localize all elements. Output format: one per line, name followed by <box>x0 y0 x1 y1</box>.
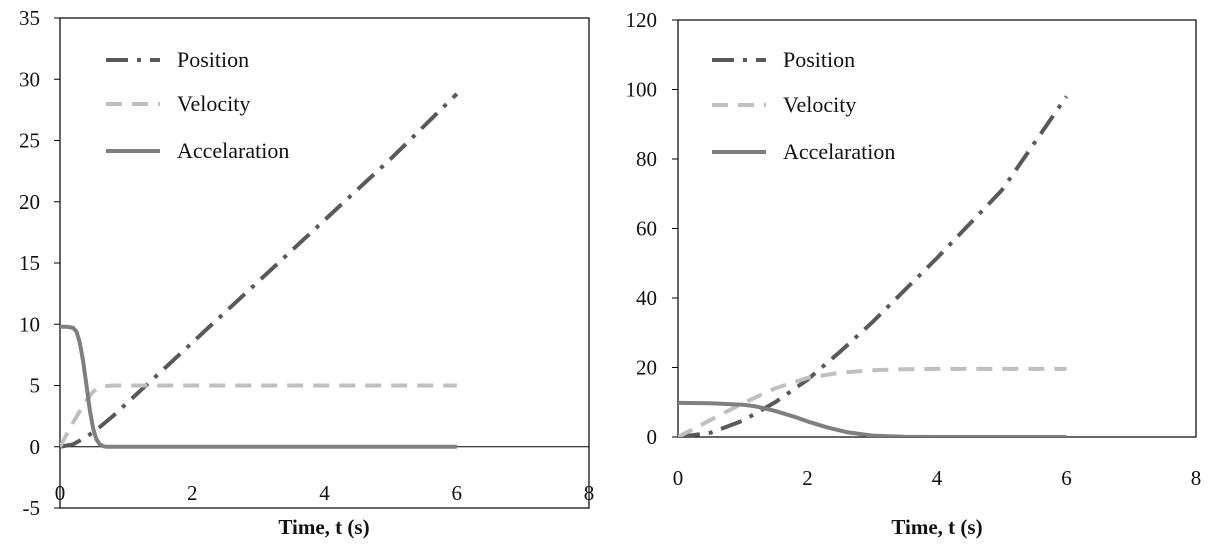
x-tick-label: 6 <box>452 481 463 505</box>
series-line-velocity <box>60 383 457 448</box>
y-tick-label: 20 <box>636 356 657 380</box>
series-line-accelaration <box>678 400 1067 437</box>
x-tick-label: 4 <box>319 481 330 505</box>
x-tick-label: 2 <box>802 466 813 490</box>
series-line-position <box>60 92 459 449</box>
x-tick-label: 8 <box>1191 466 1202 490</box>
y-tick-label: 10 <box>19 312 40 336</box>
x-ticks-right: 0 2 4 6 8 <box>673 466 1202 490</box>
legend-label-position-right: Position <box>783 47 855 72</box>
x-tick-label: 2 <box>187 481 198 505</box>
x-tick-label: 4 <box>932 466 943 490</box>
legend-label-velocity-right: Velocity <box>783 92 856 117</box>
y-ticks-right: 0 20 40 60 80 100 120 <box>626 8 678 449</box>
legend-label-acceleration-right: Accelaration <box>783 139 895 164</box>
x-tick-label: 0 <box>673 466 684 490</box>
y-tick-label: 80 <box>636 147 657 171</box>
x-ticks-left: 0 2 4 6 8 <box>55 481 595 505</box>
series-group-left <box>60 92 459 449</box>
series-group-right <box>678 95 1069 437</box>
y-tick-label: 120 <box>626 8 658 32</box>
y-tick-label: 5 <box>30 374 41 398</box>
series-line-position <box>678 95 1069 437</box>
y-tick-label: 15 <box>19 251 40 275</box>
x-tick-label: 6 <box>1061 466 1072 490</box>
legend-label-acceleration-left: Accelaration <box>177 138 289 163</box>
y-tick-label: 35 <box>19 6 40 30</box>
y-tick-label: 100 <box>626 78 658 102</box>
chart-left: -5 0 5 10 15 20 25 30 35 0 2 4 6 8 Position Velocity… <box>19 6 594 539</box>
series-line-velocity <box>678 366 1067 437</box>
chart-right: 0 20 40 60 80 100 120 0 2 4 6 8 Position Velocity … <box>626 8 1202 539</box>
x-tick-label: 0 <box>55 481 66 505</box>
legend-label-velocity-left: Velocity <box>177 91 250 116</box>
plot-area-right <box>677 19 1197 438</box>
x-tick-label: 8 <box>584 481 595 505</box>
plot-area-left <box>59 17 590 509</box>
y-tick-label: 0 <box>30 435 41 459</box>
legend-right: Position Velocity Accelaration <box>712 47 895 164</box>
y-tick-label: -5 <box>23 496 41 520</box>
y-tick-label: 60 <box>636 217 657 241</box>
x-axis-title-left: Time, t (s) <box>278 515 369 539</box>
series-line-accelaration <box>60 324 457 449</box>
y-ticks-left: -5 0 5 10 15 20 25 30 35 <box>19 6 60 520</box>
legend-left: Position Velocity Accelaration <box>106 47 289 163</box>
y-tick-label: 40 <box>636 286 657 310</box>
legend-label-position-left: Position <box>177 47 249 72</box>
x-axis-title-right: Time, t (s) <box>891 515 982 539</box>
y-tick-label: 25 <box>19 129 40 153</box>
y-tick-label: 30 <box>19 67 40 91</box>
y-tick-label: 20 <box>19 190 40 214</box>
y-tick-label: 0 <box>647 425 658 449</box>
